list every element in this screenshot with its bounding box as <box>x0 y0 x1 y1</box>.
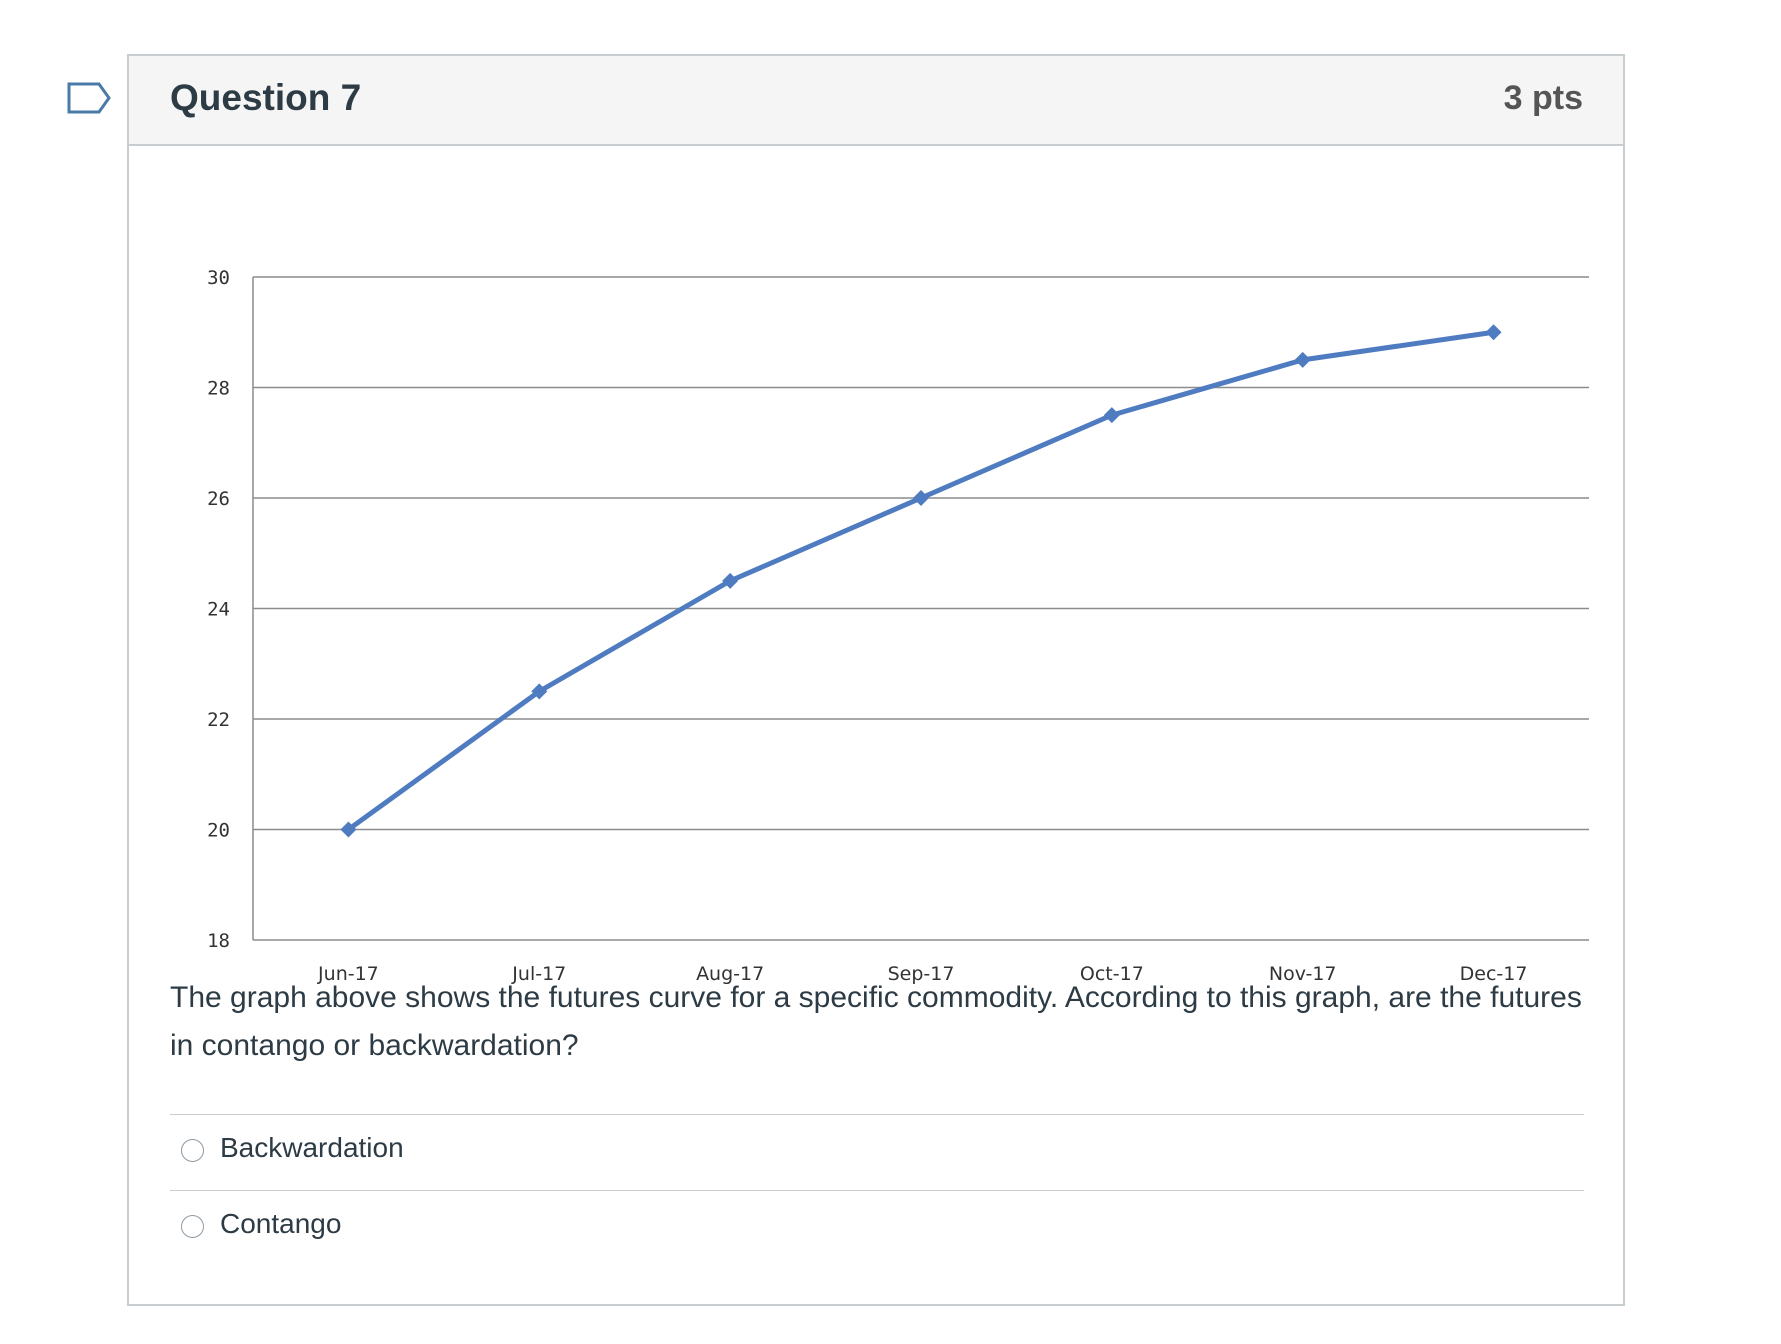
data-point <box>340 821 357 838</box>
futures-curve-chart: 18 20 22 24 26 28 30 Jun-17 Jul-17 Aug-17 Sep-17 Oc… <box>167 206 1727 1016</box>
data-point <box>531 683 548 700</box>
y-tick-label: 28 <box>207 378 230 400</box>
data-point <box>913 490 929 506</box>
question-text: The graph above shows the futures curve … <box>170 981 1582 1062</box>
answer-label: Contango <box>220 1208 342 1239</box>
radio-button[interactable] <box>181 1139 204 1162</box>
data-point <box>1103 407 1120 424</box>
x-tick-label: Oct-17 <box>1080 963 1144 985</box>
y-tick-label: 20 <box>207 820 230 842</box>
x-tick-label: Nov-17 <box>1269 963 1337 985</box>
answer-option-contango[interactable]: Contango <box>170 1190 1584 1266</box>
question-card: Question 7 3 pts 18 20 22 24 26 28 30 Jun-17 Jul… <box>127 54 1625 1306</box>
x-tick-label: Jun-17 <box>317 963 379 985</box>
answer-label: Backwardation <box>220 1132 404 1163</box>
question-title: Question 7 <box>170 77 362 118</box>
data-point <box>1485 324 1502 341</box>
radio-button[interactable] <box>181 1215 204 1238</box>
answer-list: Backwardation Contango <box>170 1114 1584 1266</box>
x-tick-label: Sep-17 <box>888 963 955 985</box>
x-tick-label: Dec-17 <box>1460 963 1528 985</box>
x-tick-label: Jul-17 <box>511 963 566 985</box>
question-header: Question 7 3 pts <box>129 56 1623 146</box>
y-tick-label: 22 <box>207 709 230 731</box>
data-point <box>722 572 739 589</box>
y-tick-label: 24 <box>207 599 230 621</box>
y-tick-label: 18 <box>207 930 230 952</box>
x-tick-label: Aug-17 <box>696 963 764 985</box>
answer-option-backwardation[interactable]: Backwardation <box>170 1114 1584 1190</box>
chart-svg: 18 20 22 24 26 28 30 Jun-17 Jul-17 Aug-17 Sep-17 Oc… <box>207 267 1589 985</box>
flag-question-icon[interactable] <box>66 81 112 115</box>
data-point <box>1294 351 1311 368</box>
question-points: 3 pts <box>1503 79 1583 117</box>
y-tick-label: 30 <box>207 267 230 289</box>
y-tick-label: 26 <box>207 488 230 510</box>
series-line <box>346 329 1494 832</box>
